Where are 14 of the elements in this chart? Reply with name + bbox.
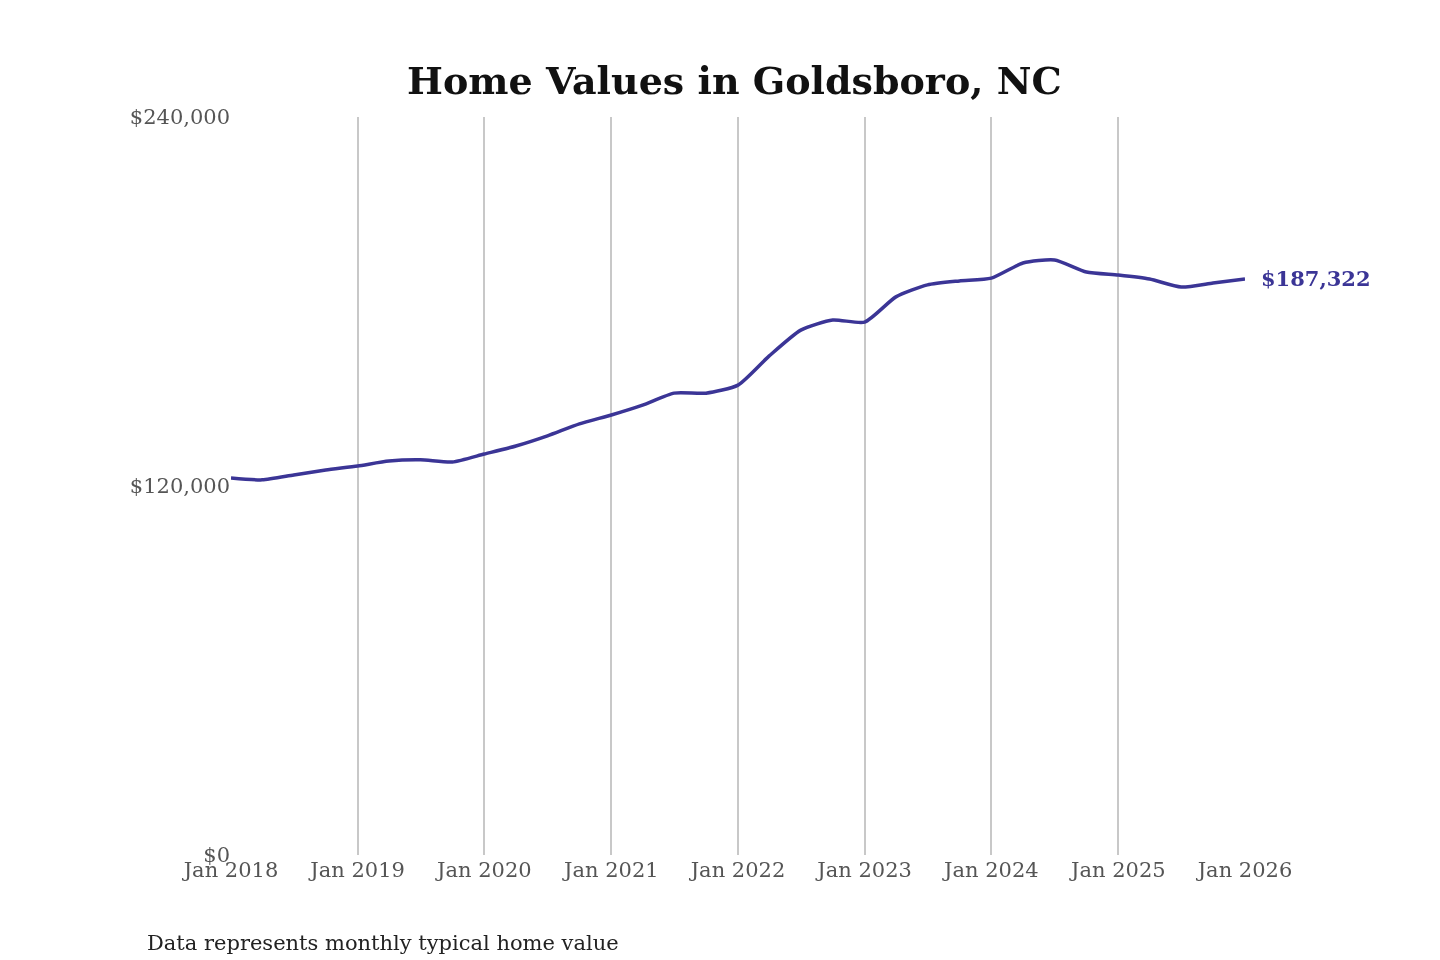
x-tick-label: Jan 2020 [435,858,532,882]
annotation: $187,322 [1261,266,1371,291]
x-tick-label: Jan 2025 [1069,858,1166,882]
x-tick-label: Jan 2021 [562,858,659,882]
y-tick-label: $120,000 [129,474,230,499]
text: Data represents monthly typical home value [147,931,619,955]
x-tick-label: Jan 2022 [688,858,786,882]
x-tick-label: Jan 2024 [942,858,1039,882]
line-series [231,258,1245,482]
x-tick-label: Jan 2026 [1195,858,1293,882]
chart-title: Home Values in Goldsboro, NC [407,57,1062,103]
y-tick-label: $240,000 [129,105,230,130]
x-tick-label: Jan 2019 [308,858,405,882]
x-tick-label: Jan 2023 [815,858,912,882]
